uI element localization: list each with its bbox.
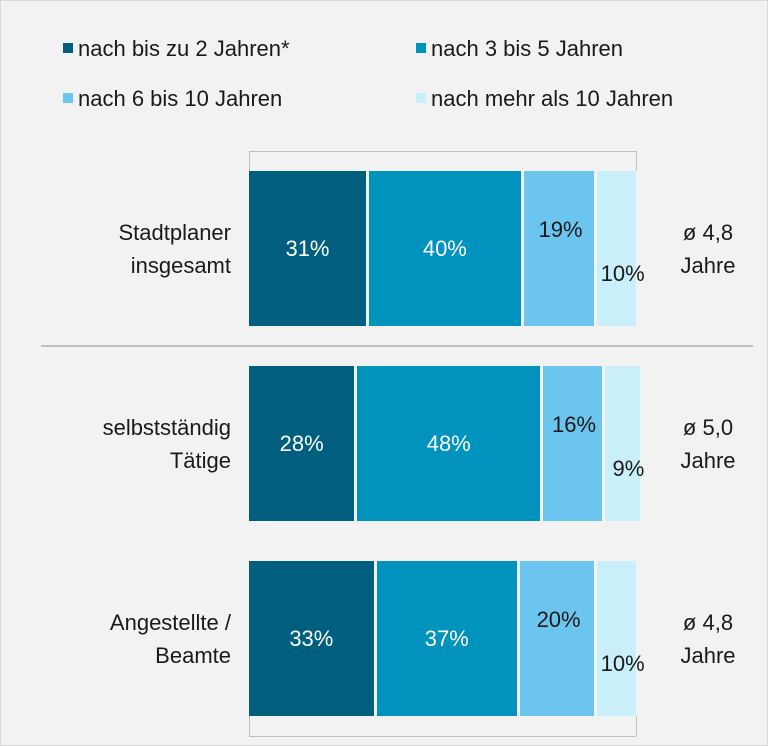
value-label: 31%	[285, 235, 330, 261]
annotation: ø 5,0 Jahre	[680, 414, 736, 473]
bar-segment	[597, 561, 636, 716]
legend-label: nach 3 bis 5 Jahren	[431, 36, 624, 61]
legend-item: nach mehr als 10 Jahren	[416, 86, 673, 112]
bar-segment	[597, 171, 636, 326]
bar-segment	[249, 561, 377, 716]
value-label: 48%	[426, 430, 471, 456]
value-label: 40%	[422, 235, 467, 261]
bar-segment	[376, 561, 520, 716]
bracket-bottom	[249, 736, 636, 737]
bar-segment	[523, 171, 598, 326]
bar-segment	[605, 366, 640, 521]
legend-swatch	[63, 93, 73, 104]
bracket-top-right	[636, 151, 637, 171]
legend-item: nach 3 bis 5 Jahren	[416, 36, 623, 62]
category-label: Stadtplaner insgesamt	[118, 219, 231, 278]
legend-swatch	[416, 43, 426, 54]
value-label: 33%	[289, 625, 334, 651]
bracket-bottom-right	[636, 716, 637, 736]
legend-item: nach bis zu 2 Jahren*	[63, 36, 290, 62]
category-label: Angestellte / Beamte	[109, 609, 231, 668]
value-label: 10%	[600, 260, 645, 286]
bar-segment	[519, 561, 598, 716]
legend-label: nach bis zu 2 Jahren*	[78, 36, 290, 61]
bracket-top	[249, 151, 636, 152]
legend-item: nach 6 bis 10 Jahren	[63, 86, 282, 112]
bar-segment	[249, 171, 369, 326]
bar-segment	[368, 171, 524, 326]
bracket-bottom-left	[249, 716, 250, 736]
bar-segment	[357, 366, 544, 521]
legend-swatch	[63, 43, 73, 54]
value-label: 10%	[600, 650, 645, 676]
value-label: 20%	[536, 606, 581, 632]
separator	[41, 345, 753, 347]
annotation: ø 4,8 Jahre	[680, 219, 736, 278]
value-label: 28%	[279, 430, 324, 456]
bar-segment	[249, 366, 358, 521]
value-label: 16%	[552, 411, 597, 437]
legend-swatch	[416, 93, 426, 104]
value-label: 19%	[538, 216, 583, 242]
category-label: selbstständig Tätige	[102, 414, 231, 473]
legend-label: nach mehr als 10 Jahren	[431, 86, 674, 111]
bracket-top-left	[249, 151, 250, 171]
annotation: ø 4,8 Jahre	[680, 609, 736, 668]
value-label: 9%	[612, 455, 645, 481]
value-label: 37%	[424, 625, 469, 651]
legend-label: nach 6 bis 10 Jahren	[78, 86, 283, 111]
bar-segment	[543, 366, 606, 521]
